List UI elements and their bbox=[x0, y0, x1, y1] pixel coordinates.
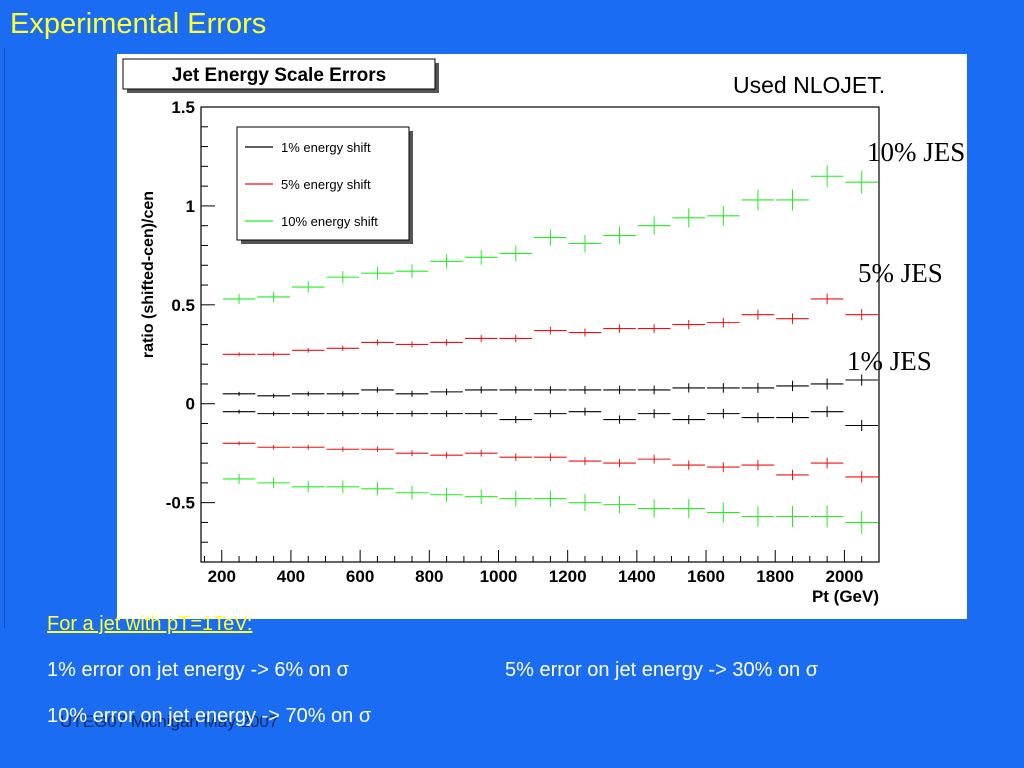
conclusion-line-1: 1% error on jet energy -> 6% on σ bbox=[47, 659, 349, 681]
x-tick-label: 1800 bbox=[756, 567, 794, 586]
plot-frame bbox=[200, 106, 880, 563]
legend-label: 5% energy shift bbox=[281, 177, 371, 192]
x-tick-label: 2000 bbox=[825, 567, 863, 586]
legend-label: 1% energy shift bbox=[281, 140, 371, 155]
footer-text: UTEG07 Michigan May 2007 bbox=[60, 712, 279, 731]
title-box bbox=[122, 58, 436, 90]
jes-label-5: 5% JES bbox=[858, 258, 943, 288]
x-tick-label: 1000 bbox=[480, 567, 518, 586]
y-tick-label: 1 bbox=[186, 197, 195, 216]
slide-title: Experimental Errors bbox=[10, 8, 267, 40]
x-tick-label: 600 bbox=[346, 567, 374, 586]
chart-figure: Jet Energy Scale Errors 200 400 600 800 1000 1… bbox=[117, 54, 967, 619]
y-tick-label: -0.5 bbox=[166, 494, 195, 513]
x-tick-label: 1600 bbox=[687, 567, 725, 586]
legend-label: 10% energy shift bbox=[281, 214, 378, 229]
x-tick-label: 200 bbox=[208, 567, 236, 586]
chart-title: Jet Energy Scale Errors bbox=[172, 65, 386, 86]
left-divider bbox=[4, 48, 5, 628]
jes-label-10: 10% JES bbox=[867, 137, 966, 167]
conclusion-line-2: 5% error on jet energy -> 30% on σ bbox=[505, 659, 819, 681]
figure-note: Used NLOJET. bbox=[733, 72, 886, 98]
jes-chart: Jet Energy Scale Errors 200 400 600 800 1000 1… bbox=[122, 58, 880, 606]
x-axis-label: Pt (GeV) bbox=[812, 587, 879, 606]
y-tick-label: 0.5 bbox=[171, 296, 195, 315]
x-tick-label: 400 bbox=[277, 567, 305, 586]
x-tick-label: 1400 bbox=[618, 567, 656, 586]
jes-label-1: 1% JES bbox=[847, 346, 932, 376]
conclusion-heading[interactable]: For a jet with pT=1TeV: bbox=[47, 613, 253, 635]
conclusion-line-3: 10% error on jet energy -> 70% on σ bbox=[47, 705, 372, 727]
y-tick-label: 1.5 bbox=[171, 98, 195, 117]
x-tick-label: 800 bbox=[415, 567, 443, 586]
y-tick-label: 0 bbox=[186, 395, 195, 414]
x-tick-label: 1200 bbox=[549, 567, 587, 586]
y-axis-label: ratio (shifted-cen)/cen bbox=[140, 191, 157, 358]
